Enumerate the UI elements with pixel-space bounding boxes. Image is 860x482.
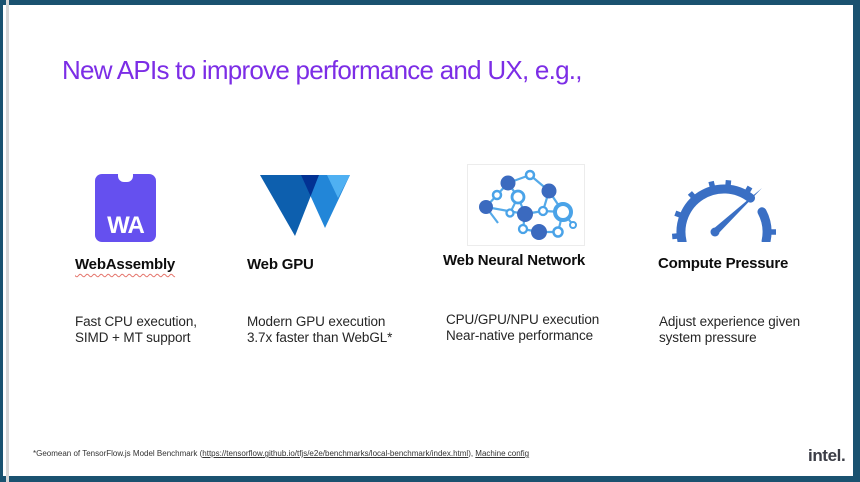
desc-line: system pressure [659, 330, 757, 345]
desc-line: 3.7x faster than WebGL* [247, 330, 393, 345]
feature-title-webassembly: WebAssembly [75, 256, 176, 273]
footnote-separator: ), [468, 449, 476, 458]
desc-line: Near-native performance [446, 328, 594, 343]
desc-line: Fast CPU execution, [75, 314, 197, 329]
intel-logo: intel. [808, 446, 846, 465]
window-border-bottom [0, 476, 860, 482]
gauge-icon [666, 166, 788, 247]
feature-title-compute-pressure: Compute Pressure [658, 255, 789, 272]
footnote-text: *Geomean of TensorFlow.js Model Benchmar… [33, 449, 203, 458]
footnote: *Geomean of TensorFlow.js Model Benchmar… [33, 449, 529, 458]
slide-edge-strip [6, 0, 9, 482]
feature-desc-web-neural-network: CPU/GPU/NPU execution Near-native perfor… [446, 312, 599, 344]
desc-line: CPU/GPU/NPU execution [446, 312, 600, 327]
feature-desc-webgpu: Modern GPU execution 3.7x faster than We… [247, 314, 392, 346]
desc-line: SIMD + MT support [75, 330, 191, 345]
benchmark-link[interactable]: https://tensorflow.github.io/tfjs/e2e/be… [202, 449, 469, 458]
feature-title-web-neural-network: Web Neural Network [443, 252, 585, 269]
desc-line: Adjust experience given [659, 314, 801, 329]
machine-config-link[interactable]: Machine config [475, 449, 530, 458]
window-border-left [0, 0, 3, 482]
webgpu-logo-icon [259, 174, 351, 237]
webassembly-logo-letters: WA [107, 212, 144, 239]
window-border-top [0, 0, 860, 5]
webassembly-logo-icon: WA [95, 169, 156, 242]
page-title: New APIs to improve performance and UX, … [62, 55, 582, 85]
desc-line: Modern GPU execution [247, 314, 386, 329]
window-border-right [853, 0, 860, 482]
feature-desc-webassembly: Fast CPU execution, SIMD + MT support [75, 314, 197, 346]
feature-desc-compute-pressure: Adjust experience given system pressure [659, 314, 800, 346]
neural-network-logo-icon [467, 164, 585, 246]
feature-title-webgpu: Web GPU [247, 256, 314, 273]
